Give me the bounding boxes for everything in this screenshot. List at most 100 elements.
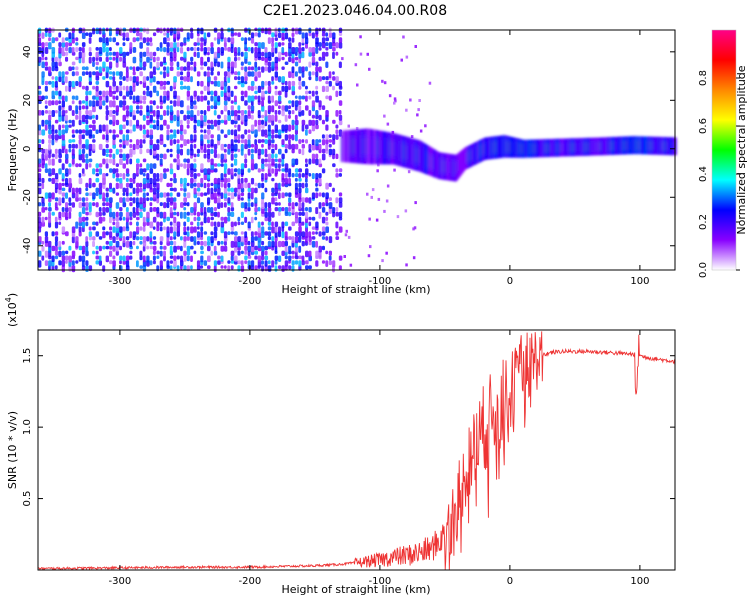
spectrogram-noise-cell [105,37,109,44]
spectrogram-noise-cell [332,207,336,214]
spectrogram-noise-cell [234,245,238,253]
spectrogram-noise-cell [61,124,65,129]
spectrogram-noise-cell [75,66,79,71]
spectrogram-noise-cell [281,265,285,272]
spectrogram-noise-cell [200,134,204,142]
spectrogram-noise-cell [41,240,45,245]
spectrogram-noise-cell [264,148,268,155]
spectrogram-noise-cell [284,61,289,65]
spectrogram-noise-cell [193,211,197,216]
spectrogram-noise-cell [190,134,193,141]
spectrogram-noise-cell [115,71,120,76]
spectrogram-noise-cell [54,134,59,141]
spectrogram-noise-cell [186,61,191,68]
spectrogram-noise-cell [230,119,235,125]
spectrogram-noise-cell [183,114,187,121]
spectrogram-noise-cell [385,199,389,203]
spectrogram-noise-cell [78,177,83,185]
spectrogram-noise-cell [38,182,42,187]
spectrogram-noise-cell [207,119,211,124]
spectrogram-noise-cell [95,85,99,92]
spectrogram-noise-cell [281,66,285,70]
spectrogram-noise-cell [257,124,261,132]
spectrogram-noise-cell [281,173,285,181]
spectrogram-noise-cell [386,122,390,126]
spectrogram-noise-cell [51,139,55,146]
spectrogram-noise-cell [200,119,204,127]
spectrogram-noise-cell [152,124,157,130]
spectrogram-noise-cell [112,187,116,194]
spectrogram-noise-cell [234,255,238,262]
spectrogram-noise-cell [237,71,241,76]
spectrogram-ridge-cell [340,130,343,163]
spectrogram-ridge-cell [567,138,570,157]
spectrogram-noise-cell [311,240,316,248]
spectrogram-noise-cell [180,42,184,47]
spectrogram-noise-cell [244,76,248,82]
spectrogram-noise-cell [125,173,130,177]
spectrogram-noise-cell [109,168,113,173]
spectrogram-noise-cell [250,260,255,267]
spectrogram-noise-cell [254,255,258,260]
spectrogram-noise-cell [244,37,247,45]
spectrogram-noise-cell [217,134,221,141]
spectrogram-noise-cell [220,163,224,167]
spectrogram-noise-cell [264,114,268,122]
spectrogram-noise-cell [321,76,326,81]
spectrogram-noise-cell [410,135,414,139]
spectrogram-noise-cell [220,226,225,234]
spectrogram-noise-cell [301,182,305,189]
spectrogram-noise-cell [315,124,319,130]
spectrogram-noise-cell [315,260,319,267]
spectrogram-noise-cell [142,139,146,144]
spectrogram-noise-cell [41,139,45,144]
spectrogram-noise-cell [78,245,83,251]
spectrogram-noise-cell [223,245,228,252]
spectrogram-ridge-cell [470,144,473,167]
spectrogram-noise-cell [38,216,41,224]
spectrogram-noise-cell [159,134,164,141]
spectrogram-noise-cell [122,163,126,169]
spectrogram-noise-cell [115,27,120,35]
spectrogram-noise-cell [78,143,82,150]
spectrogram-noise-cell [332,71,335,75]
spectrogram-noise-cell [301,124,305,132]
spectrogram-noise-cell [338,226,343,233]
spectrogram-noise-cell [254,95,258,100]
spectrogram-noise-cell [88,211,92,216]
spectrogram-noise-cell [58,129,62,136]
spectrogram-noise-cell [278,51,282,59]
spectrogram-noise-cell [254,71,258,77]
spectrogram-ridge-cell [523,139,526,158]
spectrogram-noise-cell [109,148,113,154]
spectrogram-noise-cell [254,143,258,150]
spectrogram-noise-cell [190,163,194,171]
spectrogram-noise-cell [183,187,187,192]
spectrogram-noise-cell [105,197,109,202]
spectrogram-noise-cell [305,163,309,168]
spectrogram-noise-cell [44,110,49,114]
spectrogram-noise-cell [122,236,126,244]
spectrogram-noise-cell [193,153,197,158]
spectrogram-noise-cell [38,47,42,54]
spectrogram-noise-cell [234,85,238,90]
spectrogram-noise-cell [125,105,130,110]
spectrogram-noise-cell [166,260,170,268]
spectrogram-noise-cell [315,47,319,54]
spectrogram-noise-cell [200,129,203,133]
spectrogram-noise-cell [136,110,140,114]
spectrogram-noise-cell [75,260,79,264]
spectrogram-noise-cell [267,80,271,87]
spectrogram-noise-cell [261,240,265,246]
spectrogram-ridge-cell [551,138,554,157]
spectrogram-noise-cell [250,187,255,194]
spectrogram-noise-cell [129,177,133,183]
spectrogram-noise-cell [109,182,112,189]
spectrogram-noise-cell [71,32,75,40]
spectrogram-noise-cell [237,260,241,265]
spectrogram-noise-cell [48,211,51,219]
spectrogram-noise-cell [173,240,177,246]
spectrogram-noise-cell [129,216,133,221]
spectrogram-noise-cell [169,42,174,49]
spectrogram-noise-cell [288,80,291,88]
